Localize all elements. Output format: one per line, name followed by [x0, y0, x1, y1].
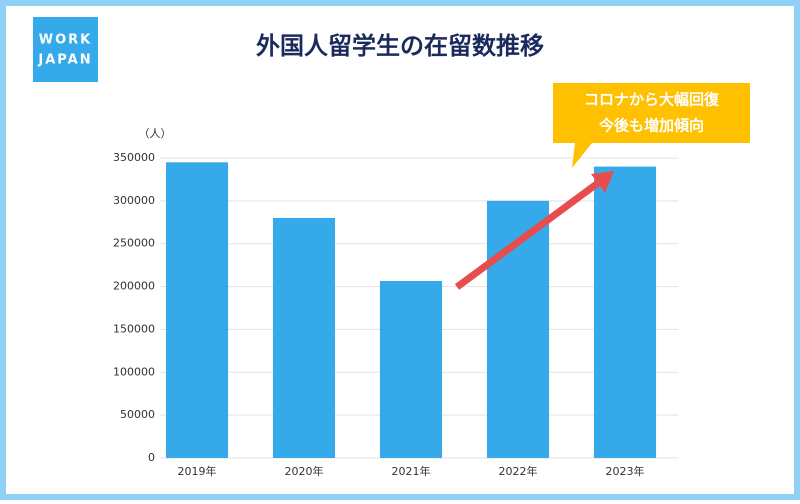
x-tick-label: 2022年 — [499, 464, 538, 478]
y-tick-label: 50000 — [120, 408, 155, 421]
y-tick-label: 250000 — [113, 237, 155, 250]
x-tick-label: 2021年 — [392, 464, 431, 478]
y-axis-label: （人） — [139, 127, 172, 140]
y-tick-label: 150000 — [113, 322, 155, 335]
x-tick-label: 2023年 — [606, 464, 645, 478]
arrow-shaft — [454, 180, 601, 290]
annotation-text: 今後も増加傾向 — [598, 117, 704, 135]
annotation-text: コロナから大幅回復 — [584, 91, 720, 109]
bar — [593, 166, 657, 459]
callout-box — [553, 83, 750, 168]
logo-text: JAPAN — [37, 53, 92, 68]
y-tick-label: 350000 — [113, 151, 155, 164]
bar — [379, 281, 443, 458]
y-tick-label: 100000 — [113, 365, 155, 378]
arrow-head — [591, 171, 614, 193]
y-tick-label: 300000 — [113, 194, 155, 207]
bar — [165, 162, 229, 459]
x-tick-label: 2019年 — [178, 464, 217, 478]
logo-box — [33, 17, 98, 82]
chart-title: 外国人留学生の在留数推移 — [256, 32, 544, 60]
logo-text: WORK — [39, 33, 92, 48]
x-tick-label: 2020年 — [285, 464, 324, 478]
bar — [272, 218, 336, 458]
y-tick-label: 0 — [148, 451, 155, 464]
y-tick-label: 200000 — [113, 280, 155, 293]
